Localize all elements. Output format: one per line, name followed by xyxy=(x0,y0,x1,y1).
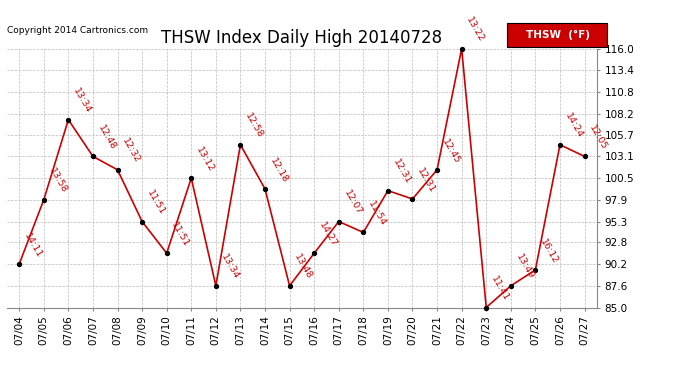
Text: 13:58: 13:58 xyxy=(47,167,68,195)
Point xyxy=(333,219,344,225)
Text: 12:48: 12:48 xyxy=(96,124,117,152)
Text: 12:58: 12:58 xyxy=(244,112,265,140)
Text: 12:31: 12:31 xyxy=(391,158,413,186)
Text: 11:41: 11:41 xyxy=(489,275,511,303)
Point xyxy=(530,267,541,273)
Text: 14:11: 14:11 xyxy=(22,231,43,260)
Title: THSW Index Daily High 20140728: THSW Index Daily High 20140728 xyxy=(161,29,442,47)
Text: 13:34: 13:34 xyxy=(71,87,93,115)
Point xyxy=(358,230,369,236)
Text: 13:34: 13:34 xyxy=(219,253,240,281)
Text: Copyright 2014 Cartronics.com: Copyright 2014 Cartronics.com xyxy=(7,26,148,35)
Point xyxy=(481,304,492,310)
Point xyxy=(38,197,49,203)
Text: 12:31: 12:31 xyxy=(415,166,437,194)
Text: 13:49: 13:49 xyxy=(514,253,535,281)
Point xyxy=(88,153,99,159)
Point xyxy=(14,261,25,267)
Point xyxy=(456,46,467,52)
Point xyxy=(259,186,270,192)
Text: 12:05: 12:05 xyxy=(587,124,609,152)
Text: 11:51: 11:51 xyxy=(170,220,191,249)
Text: 11:51: 11:51 xyxy=(145,189,166,217)
Text: 12:45: 12:45 xyxy=(440,137,462,165)
Text: 14:27: 14:27 xyxy=(317,220,339,249)
Text: 12:07: 12:07 xyxy=(342,189,363,217)
Text: 13:22: 13:22 xyxy=(464,16,486,44)
Text: 11:54: 11:54 xyxy=(366,200,388,228)
Point xyxy=(505,283,516,289)
Point xyxy=(382,188,393,194)
Text: 12:32: 12:32 xyxy=(121,137,142,165)
Point xyxy=(210,283,221,289)
Point xyxy=(63,117,74,123)
Point xyxy=(308,250,319,256)
Text: 13:12: 13:12 xyxy=(194,145,216,174)
Point xyxy=(407,196,418,202)
Point xyxy=(284,283,295,289)
Point xyxy=(186,175,197,181)
Point xyxy=(431,167,442,173)
Point xyxy=(112,167,123,173)
Text: THSW  (°F): THSW (°F) xyxy=(526,30,589,39)
Point xyxy=(235,142,246,148)
Point xyxy=(555,142,566,148)
Point xyxy=(579,153,590,159)
Text: 14:24: 14:24 xyxy=(563,112,584,140)
Point xyxy=(137,219,148,225)
Text: 12:18: 12:18 xyxy=(268,156,289,184)
Point xyxy=(161,250,172,256)
Text: 16:12: 16:12 xyxy=(538,237,560,265)
Text: 13:48: 13:48 xyxy=(293,253,314,281)
